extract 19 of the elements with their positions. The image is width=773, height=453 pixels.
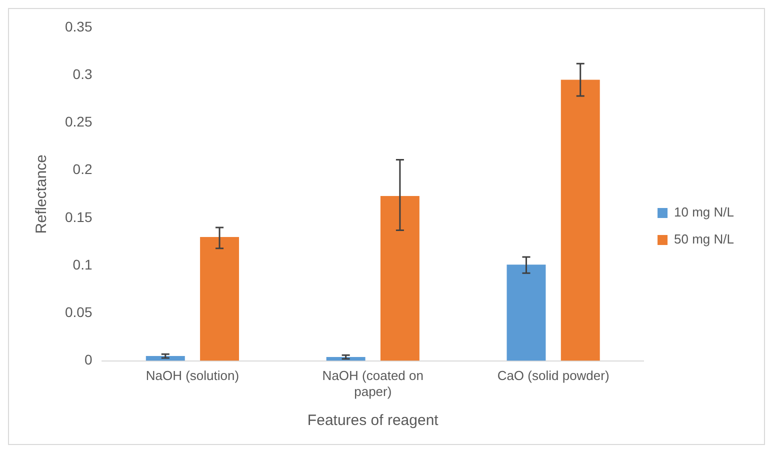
y-tick-label: 0 <box>84 352 92 368</box>
x-tick-label: NaOH (coated on paper) <box>322 368 424 399</box>
y-tick-label: 0.15 <box>65 208 92 225</box>
bar <box>560 80 600 361</box>
x-axis-title: Features of reagent <box>307 412 440 430</box>
y-tick-label: 0.05 <box>65 304 92 320</box>
bar <box>380 196 420 361</box>
legend-label: 10 mg N/L <box>674 204 734 220</box>
x-tick-label: CaO (solid powder) <box>497 368 610 384</box>
x-tick-label: NaOH (solution) <box>146 368 240 384</box>
y-tick-label: 0.25 <box>65 114 92 130</box>
bar <box>200 236 240 361</box>
y-tick-label: 0.35 <box>65 18 92 34</box>
bar <box>506 264 546 361</box>
y-tick-label: 0.1 <box>72 256 92 272</box>
y-tick-label: 0.2 <box>72 161 92 178</box>
y-axis-title: Reflectance <box>33 154 50 234</box>
y-tick-label: 0.3 <box>72 66 92 82</box>
legend-label: 50 mg N/L <box>674 232 734 247</box>
